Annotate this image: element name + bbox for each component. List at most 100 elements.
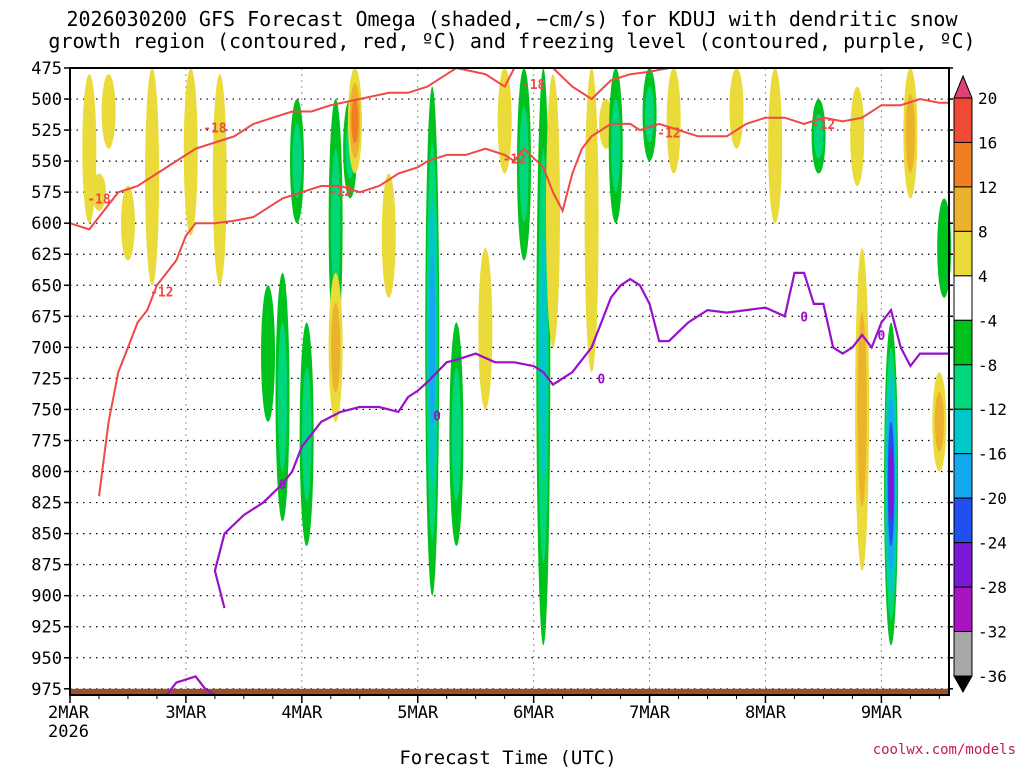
y-tick-label: 900 <box>31 587 62 607</box>
omega-feature-2 <box>101 74 116 149</box>
omega-cell <box>857 312 867 507</box>
red-contour-label: -12 <box>150 285 173 300</box>
red-contour-label: -18 <box>203 122 227 137</box>
dendritic-contour-2 <box>98 97 949 497</box>
terrain-layer <box>70 688 949 695</box>
colorbar-swatch <box>953 275 973 321</box>
colorbar-swatch <box>953 497 973 544</box>
purple-contour-label: 0 <box>597 372 605 387</box>
y-tick-label: 575 <box>31 183 62 203</box>
y-tick-label: 875 <box>31 556 62 576</box>
freezing-contour-0 <box>165 675 216 696</box>
colorbar-swatch <box>953 631 973 677</box>
red-contour-label: -12 <box>657 127 680 142</box>
omega-cell <box>729 68 744 149</box>
omega-cell <box>351 98 359 144</box>
omega-feature-36 <box>937 198 952 298</box>
colorbar-swatch <box>953 364 973 410</box>
colorbar-level-label: -28 <box>978 578 1007 597</box>
omega-feature-6 <box>212 74 227 286</box>
purple-contour-label: 0 <box>877 329 885 344</box>
y-tick-label: 700 <box>31 338 62 358</box>
colorbar-level-label: -16 <box>978 445 1007 464</box>
red-contour-label: -12 <box>812 118 835 133</box>
colorbar-level-label: 8 <box>978 222 988 241</box>
omega-feature-18 <box>478 248 493 410</box>
colorbar-level-label: 16 <box>978 133 997 152</box>
red-contour-label: -18 <box>522 78 546 93</box>
omega-feature-22 <box>545 74 560 348</box>
colorbar-swatch <box>953 453 973 499</box>
omega-feature-14 <box>347 68 362 174</box>
omega-shading-layer <box>82 68 952 646</box>
y-tick-label: 550 <box>31 152 62 172</box>
omega-cell <box>91 173 106 211</box>
colorbar-level-label: -8 <box>978 356 997 375</box>
terrain-fill <box>70 688 949 695</box>
colorbar-swatch <box>953 586 973 633</box>
colorbar-level-label: -24 <box>978 534 1007 553</box>
dendritic-contour-0 <box>69 66 516 231</box>
colorbar-swatch <box>953 542 973 588</box>
chart-title-line-2: growth region (contoured, red, ºC) and f… <box>48 29 976 53</box>
omega-cell <box>813 113 824 159</box>
x-axis-label: Forecast Time (UTC) <box>399 747 616 768</box>
colorbar-level-label: -12 <box>978 400 1007 419</box>
omega-cell <box>850 86 865 186</box>
omega-feature-15 <box>381 173 396 298</box>
plot-frame <box>69 67 950 696</box>
omega-feature-30 <box>811 99 826 174</box>
colorbar-swatch <box>953 230 973 277</box>
axis-layer: 475 500 525 550 575 600 625 650 675 700 725 750 775 8… <box>31 59 953 768</box>
red-contour-label: -12 <box>329 185 352 200</box>
omega-cell <box>611 99 621 193</box>
purple-contour-label: 0 <box>279 478 287 493</box>
omega-cell <box>451 367 461 502</box>
omega-cell <box>120 185 135 261</box>
omega-cell <box>478 248 493 410</box>
y-tick-label: 750 <box>31 400 62 420</box>
colorbar-level-label: 4 <box>978 267 988 286</box>
omega-feature-10 <box>299 322 314 547</box>
y-tick-label: 625 <box>31 245 62 265</box>
omega-feature-32 <box>855 248 870 571</box>
omega-feature-3 <box>120 185 135 261</box>
colorbar-level-label: -32 <box>978 623 1007 642</box>
omega-feature-19 <box>497 68 512 174</box>
red-contour-label: -18 <box>87 192 111 207</box>
omega-cell <box>277 322 288 472</box>
omega-cell <box>888 446 894 522</box>
y-tick-label: 525 <box>31 121 62 141</box>
red-contour-label: -12 <box>503 153 526 168</box>
freezing-contour-1 <box>213 271 949 609</box>
x-tick-label: 5MAR <box>397 703 439 723</box>
chart-title: 2026030200 GFS Forecast Omega (shaded, −… <box>0 8 1024 52</box>
colorbar: 20 16 12 8 4 -4 -8 -12 -16 -20 -24 -28 -32 -36 <box>953 74 1007 694</box>
x-tick-label: 6MAR <box>513 703 555 723</box>
colorbar-bottom-arrow <box>953 675 973 694</box>
colorbar-top-arrow <box>953 74 973 99</box>
omega-cell <box>381 173 396 298</box>
y-tick-label: 475 <box>31 59 62 79</box>
omega-feature-34 <box>903 68 918 199</box>
colorbar-swatch <box>953 319 973 366</box>
y-tick-label: 725 <box>31 369 62 389</box>
y-tick-label: 950 <box>31 649 62 669</box>
omega-feature-28 <box>729 68 744 149</box>
colorbar-level-label: -36 <box>978 667 1007 686</box>
contour-layer: -18 -18 -18 -12 -12 -12 -12 -12 0 0 0 0 0 <box>69 66 949 696</box>
y-tick-label: 925 <box>31 618 62 638</box>
x-tick-label: 3MAR <box>165 703 207 723</box>
y-tick-label: 775 <box>31 431 62 451</box>
omega-cell <box>261 285 276 422</box>
y-tick-label: 975 <box>31 680 62 700</box>
omega-cell <box>584 68 599 373</box>
x-tick-label: 8MAR <box>745 703 787 723</box>
x-tick-label: 7MAR <box>629 703 671 723</box>
omega-feature-1 <box>91 173 106 211</box>
omega-feature-12 <box>328 272 343 422</box>
omega-cell <box>934 392 944 452</box>
omega-feature-7 <box>261 285 276 422</box>
omega-feature-25 <box>608 68 623 224</box>
colorbar-level-label: -4 <box>978 311 997 330</box>
